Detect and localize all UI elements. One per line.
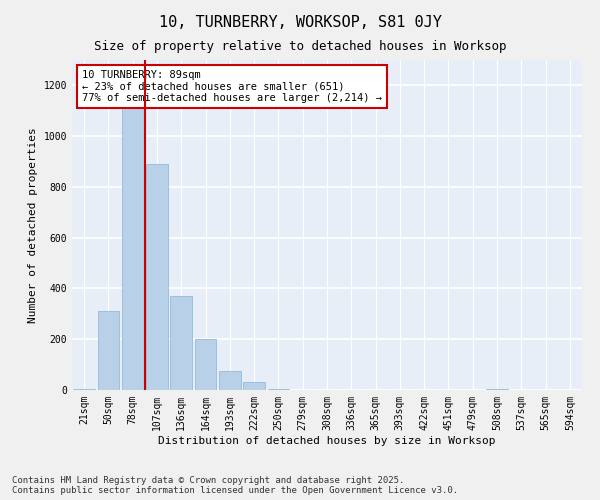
Text: 10 TURNBERRY: 89sqm
← 23% of detached houses are smaller (651)
77% of semi-detac: 10 TURNBERRY: 89sqm ← 23% of detached ho… bbox=[82, 70, 382, 103]
Bar bbox=[243, 382, 265, 390]
X-axis label: Distribution of detached houses by size in Worksop: Distribution of detached houses by size … bbox=[158, 436, 496, 446]
Text: 10, TURNBERRY, WORKSOP, S81 0JY: 10, TURNBERRY, WORKSOP, S81 0JY bbox=[158, 15, 442, 30]
Bar bbox=[73, 388, 95, 390]
Bar bbox=[268, 388, 289, 390]
Bar bbox=[170, 296, 192, 390]
Bar bbox=[219, 371, 241, 390]
Bar bbox=[194, 339, 217, 390]
Y-axis label: Number of detached properties: Number of detached properties bbox=[28, 127, 38, 323]
Text: Size of property relative to detached houses in Worksop: Size of property relative to detached ho… bbox=[94, 40, 506, 53]
Bar bbox=[122, 83, 143, 390]
Bar bbox=[146, 164, 168, 390]
Bar bbox=[97, 312, 119, 390]
Bar bbox=[486, 388, 508, 390]
Text: Contains HM Land Registry data © Crown copyright and database right 2025.
Contai: Contains HM Land Registry data © Crown c… bbox=[12, 476, 458, 495]
